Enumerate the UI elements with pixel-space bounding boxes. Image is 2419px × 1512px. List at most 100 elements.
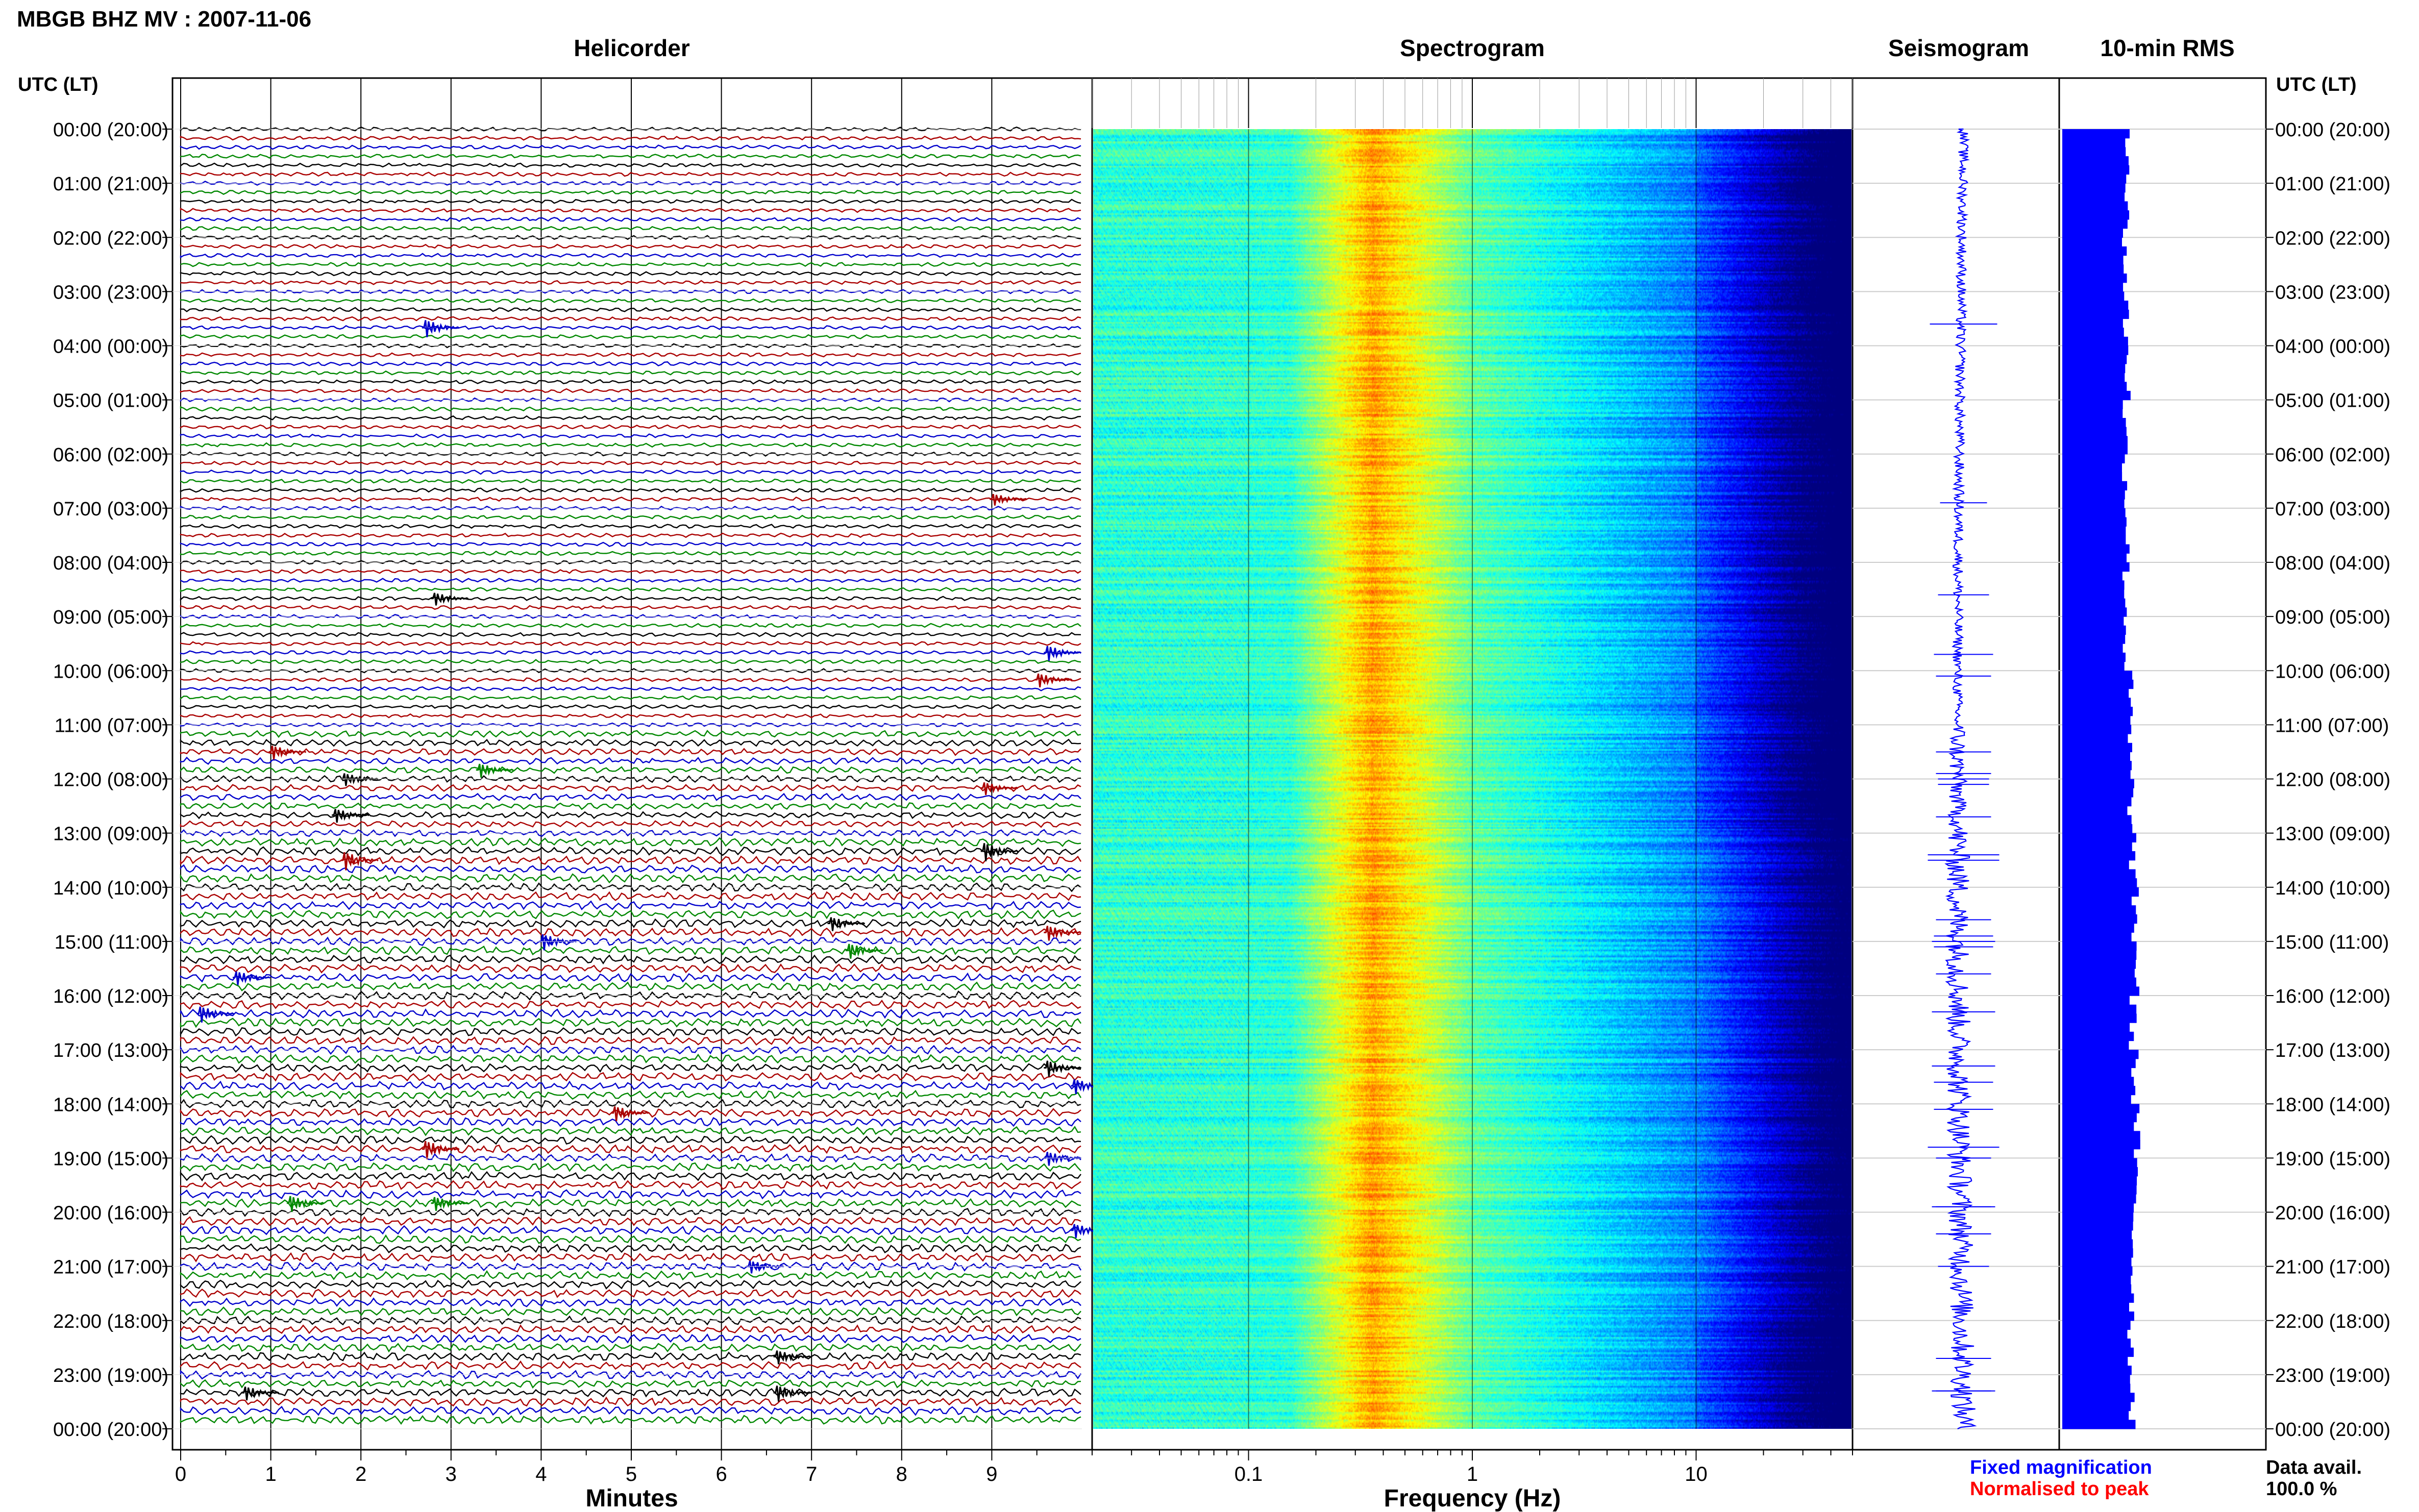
minute-tick-label: 6 xyxy=(715,1463,727,1485)
helicorder-event xyxy=(340,773,379,786)
rms-bar xyxy=(2062,1122,2134,1131)
helicorder-event xyxy=(476,763,514,778)
rms-bars xyxy=(2062,129,2140,1429)
helicorder-trace-line xyxy=(180,154,1081,159)
helicorder-trace-line xyxy=(180,972,1081,983)
hour-label: 23:00 (19:00) xyxy=(2275,1365,2390,1386)
rms-bar xyxy=(2062,228,2123,238)
seismogram-title: Seismogram xyxy=(1888,35,2029,61)
helicorder-trace-line xyxy=(180,820,1081,828)
legend-fixed-magnification: Fixed magnification xyxy=(1970,1457,2152,1478)
helicorder-trace-line xyxy=(180,568,1081,574)
hour-label: 06:00 (02:00) xyxy=(53,444,168,466)
helicorder-event xyxy=(332,809,369,823)
rms-bar xyxy=(2062,671,2133,680)
hour-labels-left: 00:00 (20:00) 01:00 (21:00) 02:00 (22:00) 0… xyxy=(53,119,172,1441)
hour-label: 09:00 (05:00) xyxy=(2275,607,2390,628)
hour-label: 00:00 (20:00) xyxy=(53,1419,168,1441)
helicorder-trace-line xyxy=(180,1225,1081,1235)
hour-label: 00:00 (20:00) xyxy=(53,119,168,141)
helicorder-trace-line xyxy=(180,623,1081,628)
rms-bar xyxy=(2062,291,2125,301)
helicorder-event xyxy=(431,1197,469,1211)
hour-label: 04:00 (00:00) xyxy=(2275,336,2390,358)
rms-bar xyxy=(2062,418,2126,428)
helicorder-trace-line xyxy=(180,487,1081,493)
rms-bar xyxy=(2062,445,2128,455)
rms-bar xyxy=(2062,1311,2134,1321)
helicorder-trace-line xyxy=(180,864,1081,875)
rms-bar xyxy=(2062,1401,2131,1411)
hour-label: 14:00 (10:00) xyxy=(53,878,168,899)
helicorder-trace-line xyxy=(180,1370,1082,1380)
hour-label: 07:00 (03:00) xyxy=(2275,499,2390,520)
rms-bar xyxy=(2062,688,2129,698)
helicorder-trace-line xyxy=(180,738,1081,747)
rms-bar xyxy=(2062,923,2134,933)
rms-bar xyxy=(2062,490,2125,500)
rms-bar xyxy=(2062,1185,2137,1195)
hour-label: 21:00 (17:00) xyxy=(2275,1257,2390,1278)
helicorder-trace-line xyxy=(180,541,1081,547)
rms-bar xyxy=(2062,129,2130,139)
rms-bar xyxy=(2062,1203,2134,1213)
rms-bar xyxy=(2062,1320,2131,1330)
helicorder-trace-line xyxy=(180,379,1081,385)
rms-bar xyxy=(2062,1329,2128,1339)
minutes-axis-ticks: 0 1 2 3 4 5 6 7 8 9 xyxy=(175,1450,1038,1485)
rms-bar xyxy=(2062,1104,2140,1113)
helicorder-trace-line xyxy=(180,837,1081,848)
legend-normalised-to-peak: Normalised to peak xyxy=(1970,1478,2149,1500)
helicorder-trace-line xyxy=(180,1252,1081,1262)
helicorder-trace-line xyxy=(180,613,1081,619)
rms-bar xyxy=(2062,1284,2132,1294)
rms-bar xyxy=(2062,481,2128,491)
hour-label: 02:00 (22:00) xyxy=(2275,228,2390,249)
helicorder-trace-line xyxy=(180,1080,1081,1091)
helicorder-trace-line xyxy=(180,189,1081,195)
helicorder-trace-line xyxy=(180,1135,1081,1145)
hour-label: 03:00 (23:00) xyxy=(53,282,168,303)
minute-tick-label: 4 xyxy=(535,1463,547,1485)
rms-bar xyxy=(2062,508,2126,518)
helicorder-trace-line xyxy=(180,280,1081,285)
rms-bar xyxy=(2062,1167,2138,1177)
helicorder-event xyxy=(827,917,866,931)
helicorder-trace-line xyxy=(180,316,1081,321)
helicorder-trace-line xyxy=(180,900,1081,910)
rms-title: 10-min RMS xyxy=(2100,35,2234,61)
rms-bar xyxy=(2062,932,2132,942)
helicorder-trace-line xyxy=(180,784,1081,792)
helicorder-trace-line xyxy=(180,587,1081,592)
helicorder-event xyxy=(773,1350,811,1365)
rms-bar xyxy=(2062,598,2126,608)
rms-bar xyxy=(2062,1131,2140,1141)
helicorder-trace-line xyxy=(180,1072,1081,1082)
rms-bar xyxy=(2062,526,2126,536)
rms-bar xyxy=(2062,797,2132,807)
rms-bar xyxy=(2062,246,2127,256)
helicorder-trace-line xyxy=(180,1415,1081,1425)
helicorder-title: Helicorder xyxy=(574,35,690,61)
helicorder-trace-line xyxy=(180,1261,1082,1272)
rms-bar xyxy=(2062,968,2135,978)
rms-bar xyxy=(2062,905,2136,915)
rms-bar xyxy=(2062,788,2134,798)
helicorder-trace-line xyxy=(180,497,1081,502)
helicorder-trace-line xyxy=(180,873,1081,884)
helicorder-event xyxy=(232,971,270,985)
helicorder-trace-line xyxy=(180,261,1081,267)
rms-bar xyxy=(2062,1248,2133,1258)
helicorder-trace-line xyxy=(180,829,1081,837)
rms-bar xyxy=(2062,1194,2136,1204)
minute-tick-label: 0 xyxy=(175,1463,186,1485)
rms-bar xyxy=(2062,914,2137,924)
hour-label: 07:00 (03:00) xyxy=(53,499,168,520)
helicorder-trace-line xyxy=(180,171,1081,177)
hour-label: 13:00 (09:00) xyxy=(2275,824,2390,845)
rms-bar xyxy=(2062,1176,2137,1186)
helicorder-trace-line xyxy=(180,253,1081,259)
helicorder-trace-line xyxy=(180,1180,1081,1191)
hour-label: 12:00 (08:00) xyxy=(53,770,168,791)
helicorder-trace-line xyxy=(180,1117,1081,1127)
